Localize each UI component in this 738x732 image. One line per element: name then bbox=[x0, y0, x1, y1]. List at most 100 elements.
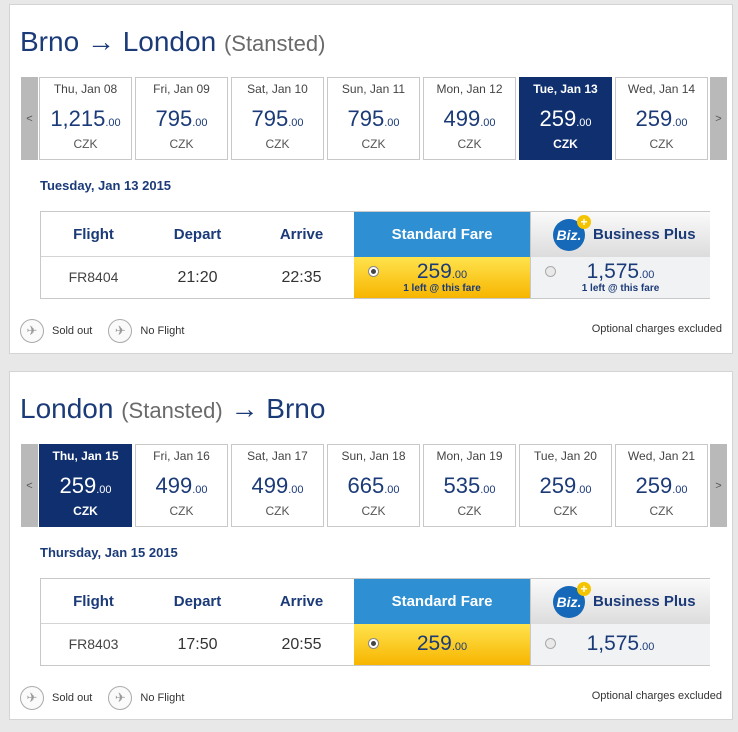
day-label: Tue, Jan 20 bbox=[534, 449, 597, 463]
standard-fare-option[interactable]: 259.00 1 left @ this fare bbox=[354, 257, 530, 298]
standard-fare-availability: 1 left @ this fare bbox=[403, 283, 481, 294]
business-plus-option[interactable]: 1,575.00 1 left @ this fare bbox=[530, 257, 710, 298]
business-plus-header: Biz. + Business Plus bbox=[530, 579, 710, 624]
legend: ✈ Sold out ✈ No Flight bbox=[20, 318, 200, 344]
day-tab[interactable]: Fri, Jan 16 499.00 CZK bbox=[135, 444, 228, 527]
day-price: 499.00 bbox=[251, 473, 304, 498]
day-tab[interactable]: Mon, Jan 19 535.00 CZK bbox=[423, 444, 516, 527]
day-tab-selected[interactable]: Thu, Jan 15 259.00 CZK bbox=[39, 444, 132, 527]
day-tab[interactable]: Mon, Jan 12 499.00 CZK bbox=[423, 77, 516, 160]
business-plus-radio[interactable] bbox=[545, 266, 556, 277]
route-from: Brno bbox=[20, 26, 80, 57]
next-days-button[interactable]: > bbox=[710, 444, 727, 527]
route-airport: (Stansted) bbox=[223, 31, 326, 56]
business-plus-label: Business Plus bbox=[593, 593, 696, 610]
sold-out-label: Sold out bbox=[52, 692, 93, 704]
business-plus-availability: 1 left @ this fare bbox=[581, 283, 660, 294]
flight-number: FR8404 bbox=[68, 269, 119, 285]
plus-badge-icon: + bbox=[577, 215, 591, 229]
day-currency: CZK bbox=[169, 504, 194, 518]
standard-fare-option[interactable]: 259.00 bbox=[354, 624, 530, 665]
day-tab[interactable]: Thu, Jan 08 1,215.00 CZK bbox=[39, 77, 132, 160]
day-currency: CZK bbox=[265, 137, 290, 151]
day-tab-selected[interactable]: Tue, Jan 13 259.00 CZK bbox=[519, 77, 612, 160]
day-price: 795.00 bbox=[155, 106, 208, 131]
biz-logo-icon: Biz. bbox=[553, 586, 585, 618]
route-to: London bbox=[122, 26, 217, 57]
flight-column-header: Flight bbox=[73, 593, 114, 610]
business-plus-label: Business Plus bbox=[593, 226, 696, 243]
route-arrow: → bbox=[230, 393, 259, 424]
day-currency: CZK bbox=[457, 137, 482, 151]
sold-out-icon: ✈ bbox=[20, 686, 44, 710]
standard-fare-header: Standard Fare bbox=[354, 579, 530, 624]
day-label: Wed, Jan 14 bbox=[627, 82, 696, 96]
arrive-time: 20:55 bbox=[281, 636, 322, 653]
route-title: Brno → London (Stansted) bbox=[20, 27, 325, 59]
day-price: 795.00 bbox=[251, 106, 304, 131]
arrive-column-header: Arrive bbox=[279, 593, 324, 610]
day-currency: CZK bbox=[265, 504, 290, 518]
day-currency: CZK bbox=[169, 137, 194, 151]
route-airport: (Stansted) bbox=[121, 398, 223, 423]
return-panel: London (Stansted) → Brno < Thu, Jan 15 2… bbox=[9, 371, 733, 720]
day-label: Sun, Jan 11 bbox=[341, 82, 406, 96]
next-days-button[interactable]: > bbox=[710, 77, 727, 160]
business-plus-header: Biz. + Business Plus bbox=[530, 212, 710, 257]
day-currency: CZK bbox=[457, 504, 482, 518]
business-plus-option[interactable]: 1,575.00 bbox=[530, 624, 710, 665]
route-title: London (Stansted) → Brno bbox=[20, 394, 325, 426]
day-price: 535.00 bbox=[443, 473, 496, 498]
route-arrow: → bbox=[86, 26, 115, 57]
day-label: Thu, Jan 08 bbox=[53, 82, 118, 96]
day-tab[interactable]: Sat, Jan 17 499.00 CZK bbox=[231, 444, 324, 527]
charges-note: Optional charges excluded bbox=[591, 323, 722, 335]
no-flight-icon: ✈ bbox=[108, 319, 133, 343]
standard-fare-header: Standard Fare bbox=[354, 212, 530, 257]
selected-date: Tuesday, Jan 13 2015 bbox=[40, 178, 172, 193]
day-tab[interactable]: Fri, Jan 09 795.00 CZK bbox=[135, 77, 228, 160]
day-label: Fri, Jan 09 bbox=[153, 82, 210, 96]
arrive-column-header: Arrive bbox=[279, 226, 324, 243]
legend: ✈ Sold out ✈ No Flight bbox=[20, 685, 200, 711]
day-tab[interactable]: Sun, Jan 11 795.00 CZK bbox=[327, 77, 420, 160]
day-currency: CZK bbox=[553, 504, 578, 518]
day-currency: CZK bbox=[553, 137, 578, 151]
day-price: 259.00 bbox=[539, 473, 592, 498]
no-flight-label: No Flight bbox=[140, 325, 185, 337]
depart-column-header: Depart bbox=[173, 226, 222, 243]
day-price: 499.00 bbox=[155, 473, 208, 498]
day-price: 259.00 bbox=[59, 473, 112, 498]
sold-out-icon: ✈ bbox=[20, 319, 44, 343]
day-currency: CZK bbox=[649, 137, 674, 151]
day-tab[interactable]: Wed, Jan 21 259.00 CZK bbox=[615, 444, 708, 527]
day-currency: CZK bbox=[73, 504, 98, 518]
day-tab[interactable]: Sun, Jan 18 665.00 CZK bbox=[327, 444, 420, 527]
standard-fare-radio[interactable] bbox=[368, 266, 379, 277]
day-tab[interactable]: Sat, Jan 10 795.00 CZK bbox=[231, 77, 324, 160]
day-price: 665.00 bbox=[347, 473, 400, 498]
plus-badge-icon: + bbox=[577, 582, 591, 596]
day-tab[interactable]: Wed, Jan 14 259.00 CZK bbox=[615, 77, 708, 160]
prev-days-button[interactable]: < bbox=[21, 444, 38, 527]
flight-column-header: Flight bbox=[73, 226, 114, 243]
prev-days-button[interactable]: < bbox=[21, 77, 38, 160]
no-flight-label: No Flight bbox=[140, 692, 185, 704]
charges-note: Optional charges excluded bbox=[591, 690, 722, 702]
day-label: Sat, Jan 10 bbox=[247, 82, 308, 96]
arrive-time: 22:35 bbox=[281, 269, 322, 286]
standard-fare-price: 259.00 bbox=[416, 260, 468, 283]
day-price: 795.00 bbox=[347, 106, 400, 131]
selected-date: Thursday, Jan 15 2015 bbox=[40, 545, 178, 560]
standard-fare-price: 259.00 bbox=[416, 632, 468, 655]
depart-time: 17:50 bbox=[177, 636, 218, 653]
route-to: Brno bbox=[266, 393, 326, 424]
day-currency: CZK bbox=[649, 504, 674, 518]
no-flight-icon: ✈ bbox=[108, 686, 133, 710]
day-currency: CZK bbox=[73, 137, 98, 151]
day-tab[interactable]: Tue, Jan 20 259.00 CZK bbox=[519, 444, 612, 527]
day-label: Wed, Jan 21 bbox=[627, 449, 696, 463]
business-plus-radio[interactable] bbox=[545, 638, 556, 649]
day-currency: CZK bbox=[361, 137, 386, 151]
standard-fare-radio[interactable] bbox=[368, 638, 379, 649]
